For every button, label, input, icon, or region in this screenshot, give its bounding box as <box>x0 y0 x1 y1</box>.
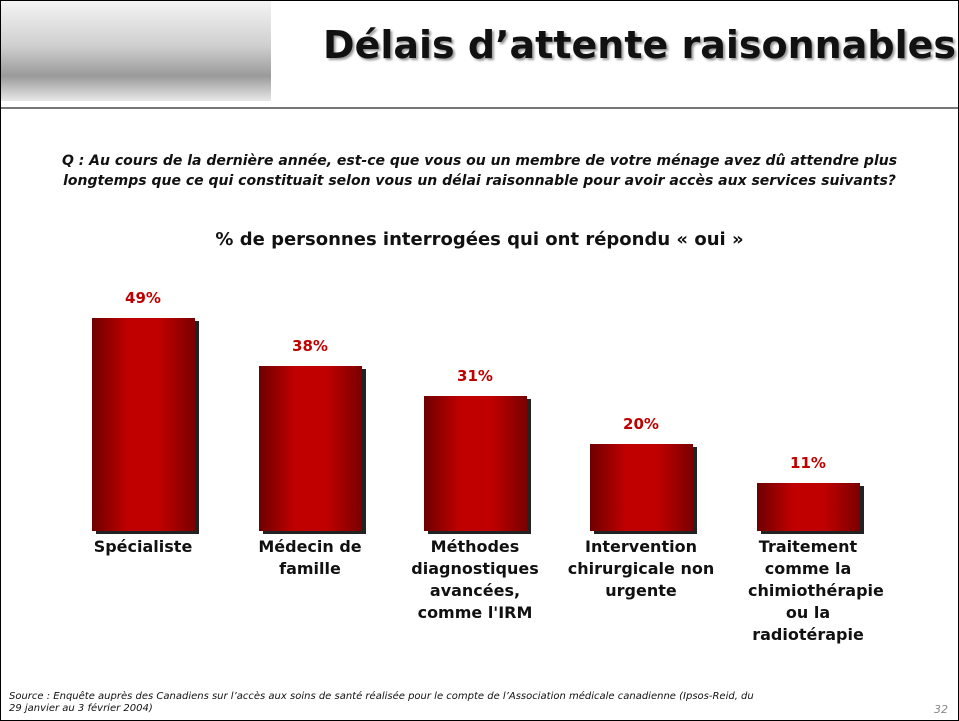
x-tick-label: Intervention chirurgicale non urgente <box>566 536 716 602</box>
slide: Délais d’attente raisonnables Q : Au cou… <box>0 0 959 721</box>
x-tick-label: Traitement comme la chimiothérapie ou la… <box>748 536 868 646</box>
chart-title: Délais d’attente raisonnables <box>291 23 956 67</box>
value-label: 49% <box>83 289 203 307</box>
question: Q : Au cours de la dernière année, est-c… <box>51 151 908 191</box>
chart-subtitle: % de personnes interrogées qui ont répon… <box>1 229 958 250</box>
bar <box>259 366 362 531</box>
value-label: 31% <box>415 367 535 385</box>
x-tick-label: Méthodes diagnostiques avancées, comme l… <box>400 536 550 624</box>
bar <box>590 444 693 531</box>
bar <box>92 318 195 531</box>
bar <box>424 396 527 531</box>
source: Source : Enquête auprès des Canadiens su… <box>9 691 769 715</box>
value-label: 20% <box>581 415 701 433</box>
x-tick-label: Spécialiste <box>73 536 213 558</box>
page-number: 32 <box>934 703 948 716</box>
value-label: 38% <box>250 337 370 355</box>
header-photo <box>1 1 271 101</box>
x-tick-label: Médecin de famille <box>240 536 380 580</box>
header-rule <box>1 107 958 109</box>
bar <box>757 483 860 531</box>
value-label: 11% <box>748 454 868 472</box>
